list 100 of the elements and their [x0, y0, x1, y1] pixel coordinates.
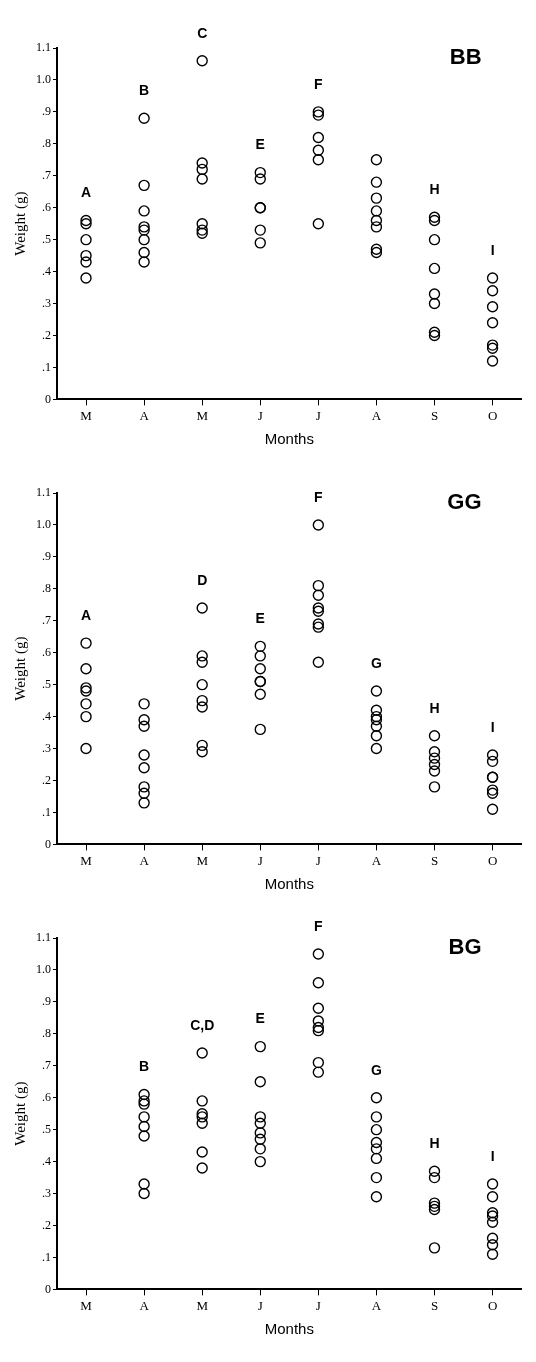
point: [196, 218, 208, 230]
y-tick-label: .8: [42, 1025, 51, 1040]
point: [196, 602, 208, 614]
y-axis-title: Weight (g): [11, 636, 29, 701]
point: [370, 221, 383, 233]
point: [254, 1127, 266, 1139]
x-tick-label: J: [257, 407, 263, 423]
point: [428, 1165, 441, 1177]
point: [254, 1155, 266, 1168]
y-tick-label: 1.1: [36, 40, 51, 55]
x-tick-label: A: [139, 407, 150, 423]
x-tick-label: A: [371, 1297, 382, 1313]
point: [138, 233, 150, 246]
point: [254, 1111, 266, 1123]
y-tick-label: .9: [42, 994, 51, 1009]
point: [80, 214, 92, 227]
point: [312, 948, 325, 960]
data-label: A: [80, 184, 92, 201]
point: [138, 205, 150, 217]
chart-title: GG: [447, 489, 482, 515]
point: [80, 663, 92, 675]
point: [312, 1056, 325, 1069]
y-tick-label: .8: [42, 135, 51, 150]
point: [138, 1120, 150, 1133]
y-tick-label: .4: [42, 263, 51, 278]
y-tick-label: .5: [42, 231, 51, 246]
y-tick-label: .3: [42, 1185, 51, 1200]
point: [370, 214, 383, 227]
data-label: A: [80, 607, 92, 623]
point: [486, 749, 499, 761]
point: [370, 1152, 383, 1165]
data-label: I: [490, 718, 495, 735]
y-tick-label: .7: [42, 612, 51, 627]
chart-title: BB: [449, 44, 482, 70]
data-label: B: [139, 1058, 150, 1075]
point: [486, 285, 499, 297]
data-label: G: [370, 1061, 382, 1078]
point: [196, 1146, 208, 1158]
x-tick-label: M: [80, 1297, 93, 1313]
point: [196, 739, 208, 752]
point: [196, 656, 208, 669]
data-label: C,D: [190, 1016, 215, 1033]
point: [428, 1197, 441, 1209]
data-label: H: [429, 181, 440, 198]
point: [486, 1238, 499, 1251]
x-tick-label: J: [315, 1297, 321, 1313]
point: [370, 1136, 383, 1149]
point: [312, 1015, 325, 1027]
point: [196, 1117, 208, 1129]
point: [486, 272, 499, 284]
point: [254, 723, 266, 736]
y-tick-label: .7: [42, 167, 51, 182]
point: [138, 781, 150, 793]
point: [370, 205, 383, 217]
point: [138, 698, 150, 710]
point: [370, 1123, 383, 1136]
point: [138, 1111, 150, 1123]
y-tick-label: .2: [42, 772, 51, 787]
point: [138, 112, 150, 124]
data-label: G: [370, 654, 382, 671]
data-label: E: [255, 610, 265, 627]
point: [80, 698, 92, 710]
point: [312, 977, 325, 989]
point: [254, 1117, 266, 1129]
point: [370, 704, 383, 716]
point: [486, 317, 499, 329]
x-tick-label: A: [371, 407, 382, 423]
data-label: B: [139, 82, 150, 99]
point: [428, 297, 441, 310]
y-tick-label: 1.1: [36, 930, 51, 945]
x-tick-label: A: [139, 1297, 150, 1313]
point: [486, 803, 499, 815]
point: [370, 176, 383, 188]
point: [370, 1191, 383, 1203]
y-tick-label: .2: [42, 327, 51, 342]
point: [138, 179, 150, 192]
point: [138, 714, 150, 726]
y-tick-label: 1.0: [36, 72, 51, 87]
point: [196, 650, 208, 662]
data-label: F: [314, 488, 324, 505]
point: [486, 301, 499, 313]
point: [428, 730, 441, 742]
y-tick-label: .1: [42, 804, 51, 819]
point: [138, 749, 150, 761]
point: [312, 144, 325, 156]
y-tick-label: .8: [42, 580, 51, 595]
point: [486, 1216, 499, 1229]
point: [80, 710, 92, 723]
y-axis-title: Weight (g): [11, 191, 29, 256]
y-tick-label: 0: [45, 391, 51, 406]
point: [486, 1178, 499, 1190]
point: [312, 218, 325, 230]
point: [312, 1002, 325, 1014]
data-label: F: [314, 75, 324, 92]
point: [254, 1040, 266, 1053]
x-tick-label: S: [430, 407, 439, 423]
x-tick-label: M: [196, 852, 209, 868]
point: [196, 163, 208, 176]
y-tick-label: 1.1: [36, 485, 51, 500]
point: [370, 154, 383, 166]
